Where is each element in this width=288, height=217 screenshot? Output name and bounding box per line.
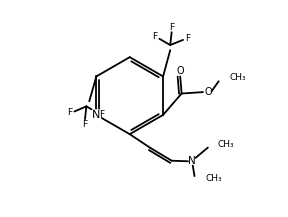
Text: F: F: [67, 108, 72, 117]
Text: N: N: [92, 110, 101, 120]
Text: O: O: [176, 66, 184, 76]
Text: O: O: [204, 87, 212, 97]
Text: F: F: [152, 32, 157, 41]
Text: F: F: [82, 120, 88, 129]
Text: CH₃: CH₃: [230, 73, 246, 82]
Text: N: N: [188, 156, 196, 166]
Text: CH₃: CH₃: [218, 140, 234, 149]
Text: F: F: [185, 34, 190, 43]
Text: F: F: [100, 110, 105, 119]
Text: CH₃: CH₃: [205, 174, 222, 183]
Text: F: F: [169, 23, 174, 32]
